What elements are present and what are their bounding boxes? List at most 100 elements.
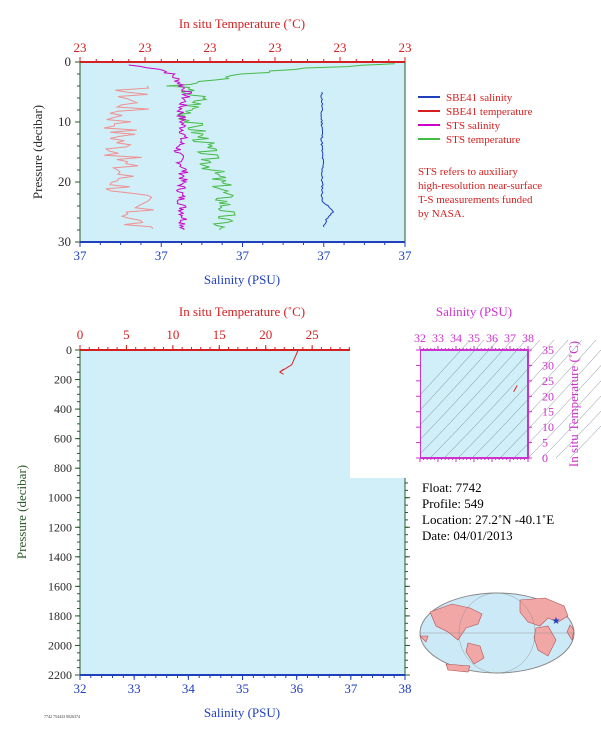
date: Date: 04/01/2013 xyxy=(422,528,513,543)
main-pressure-tick-label: 1000 xyxy=(48,491,72,505)
main-panel-salinity-axis-title: Salinity (PSU) xyxy=(204,705,280,720)
top-pressure-tick-label: 0 xyxy=(65,54,72,69)
main-sal-tick-label: 38 xyxy=(399,681,412,696)
top-temp-tick-label: 23 xyxy=(399,40,412,55)
main-pressure-tick-label: 800 xyxy=(54,461,72,475)
ts-density-contour xyxy=(527,380,601,459)
ts-profile-line xyxy=(513,385,518,392)
main-temp-tick-label: 25 xyxy=(306,327,319,342)
main-temp-tick-label: 15 xyxy=(213,327,226,342)
main-panel-pressure-ticks: 0 200 400 600 800 1000 1200 1400 1600 1800 2000 220… xyxy=(48,343,410,682)
ts-density-contour xyxy=(471,339,583,459)
top-panel-pressure-ticks: 0 10 20 30 xyxy=(58,54,80,249)
ts-temp-tick-label: 25 xyxy=(542,374,554,388)
float-info: Float: 7742 Profile: 549 Location: 27.2˚… xyxy=(422,480,554,543)
main-sal-tick-label: 37 xyxy=(344,681,358,696)
ts-density-contour xyxy=(457,339,569,459)
sts-salinity-line xyxy=(128,64,193,231)
main-pressure-tick-label: 1800 xyxy=(48,609,72,623)
top-temp-tick-label: 23 xyxy=(269,40,282,55)
sbe41-salinity-line xyxy=(320,91,335,228)
main-pressure-tick-label: 200 xyxy=(54,373,72,387)
main-sal-tick-label: 34 xyxy=(182,681,196,696)
ts-sal-tick-label: 32 xyxy=(414,331,426,345)
main-panel-temperature-axis-title: In situ Temperature (˚C) xyxy=(179,304,305,319)
main-pressure-tick-label: 1600 xyxy=(48,579,72,593)
main-temp-tick-label: 20 xyxy=(259,327,272,342)
world-map-graticule xyxy=(420,592,574,674)
main-panel-pressure-axis-title: Pressure (decibar) xyxy=(14,465,29,559)
ts-temp-tick-label: 30 xyxy=(542,358,554,372)
ts-density-contour xyxy=(429,339,541,459)
ts-sal-tick-label: 36 xyxy=(486,331,498,345)
ts-plot-area xyxy=(419,349,529,459)
float-location-marker: ★ xyxy=(552,616,561,627)
top-pressure-tick-label: 10 xyxy=(58,114,71,129)
top-panel-salinity-axis-title: Salinity (PSU) xyxy=(204,272,280,287)
main-pressure-tick-label: 1400 xyxy=(48,550,72,564)
legend-note: STS refers to auxiliary high-resolution n… xyxy=(418,166,542,220)
ts-density-contour xyxy=(541,395,601,459)
main-temp-tick-label: 10 xyxy=(166,327,179,342)
main-pressure-tick-label: 400 xyxy=(54,402,72,416)
ts-temp-tick-label: 15 xyxy=(542,405,554,419)
legend-label: STS temperature xyxy=(446,134,520,146)
main-pressure-tick-label: 600 xyxy=(54,432,72,446)
main-pressure-tick-label: 2000 xyxy=(48,638,72,652)
ts-density-contour xyxy=(485,339,597,459)
ts-sal-tick-label: 38 xyxy=(522,331,534,345)
top-pressure-tick-label: 30 xyxy=(58,234,71,249)
ts-temp-tick-label: 0 xyxy=(542,451,548,465)
main-pressure-tick-label: 1200 xyxy=(48,520,72,534)
top-pressure-tick-label: 20 xyxy=(58,174,71,189)
ts-density-contour xyxy=(499,349,601,459)
legend-label: STS salinity xyxy=(446,120,501,132)
world-map: ★ xyxy=(419,592,575,674)
legend-label: SBE41 temperature xyxy=(446,106,533,118)
top-plot-area xyxy=(79,61,406,243)
legend-note-line: T-S measurements funded xyxy=(418,194,533,206)
top-panel-salinity-ticks: 37 37 37 37 37 xyxy=(74,242,413,263)
top-sal-tick-label: 37 xyxy=(74,248,88,263)
top-temp-tick-label: 23 xyxy=(74,40,87,55)
legend-label: SBE41 salinity xyxy=(446,92,513,104)
main-sal-tick-label: 33 xyxy=(128,681,141,696)
top-temp-tick-label: 23 xyxy=(204,40,217,55)
top-sal-tick-label: 37 xyxy=(399,248,413,263)
main-panel-salinity-ticks: 32 33 34 35 36 37 38 xyxy=(74,675,412,696)
legend-note-line: by NASA. xyxy=(418,208,465,220)
ts-sal-tick-label: 37 xyxy=(504,331,516,345)
main-sal-tick-label: 32 xyxy=(74,681,87,696)
ts-panel: Salinity (PSU) In situ Temperature (˚C) … xyxy=(350,304,601,478)
ts-mask-left xyxy=(350,330,420,478)
profile-number: Profile: 549 xyxy=(422,496,484,511)
top-panel-series xyxy=(103,63,395,231)
ts-panel-temperature-axis-title: In situ Temperature (˚C) xyxy=(566,341,581,467)
main-pressure-tick-label: 2200 xyxy=(48,668,72,682)
top-sal-tick-label: 37 xyxy=(236,248,250,263)
top-temp-tick-label: 23 xyxy=(139,40,152,55)
sts-temperature-secondary-trace xyxy=(103,85,154,230)
ts-panel-salinity-ticks: 32 33 34 35 36 37 38 xyxy=(414,331,534,462)
ts-sal-tick-label: 35 xyxy=(468,331,480,345)
ts-temp-tick-label: 5 xyxy=(542,436,548,450)
main-sal-tick-label: 36 xyxy=(290,681,304,696)
legend-note-line: STS refers to auxiliary xyxy=(418,166,518,178)
legend: SBE41 salinity SBE41 temperature STS salin… xyxy=(418,92,533,146)
top-temp-tick-label: 23 xyxy=(334,40,347,55)
top-panel-pressure-axis-title: Pressure (decibar) xyxy=(30,105,45,199)
main-temperature-end-arrow xyxy=(279,368,284,375)
ts-density-contour xyxy=(555,410,601,459)
legend-note-line: high-resolution near-surface xyxy=(418,180,542,192)
main-temp-tick-label: 0 xyxy=(77,327,84,342)
ts-density-contour xyxy=(513,365,601,459)
float-id: Float: 7742 xyxy=(422,480,482,495)
location: Location: 27.2˚N -40.1˚E xyxy=(422,512,554,527)
main-sal-tick-label: 35 xyxy=(236,681,249,696)
ts-panel-salinity-axis-title: Salinity (PSU) xyxy=(436,304,512,319)
top-sal-tick-label: 37 xyxy=(317,248,331,263)
ts-density-contour xyxy=(443,339,555,459)
ts-sal-tick-label: 34 xyxy=(450,331,462,345)
